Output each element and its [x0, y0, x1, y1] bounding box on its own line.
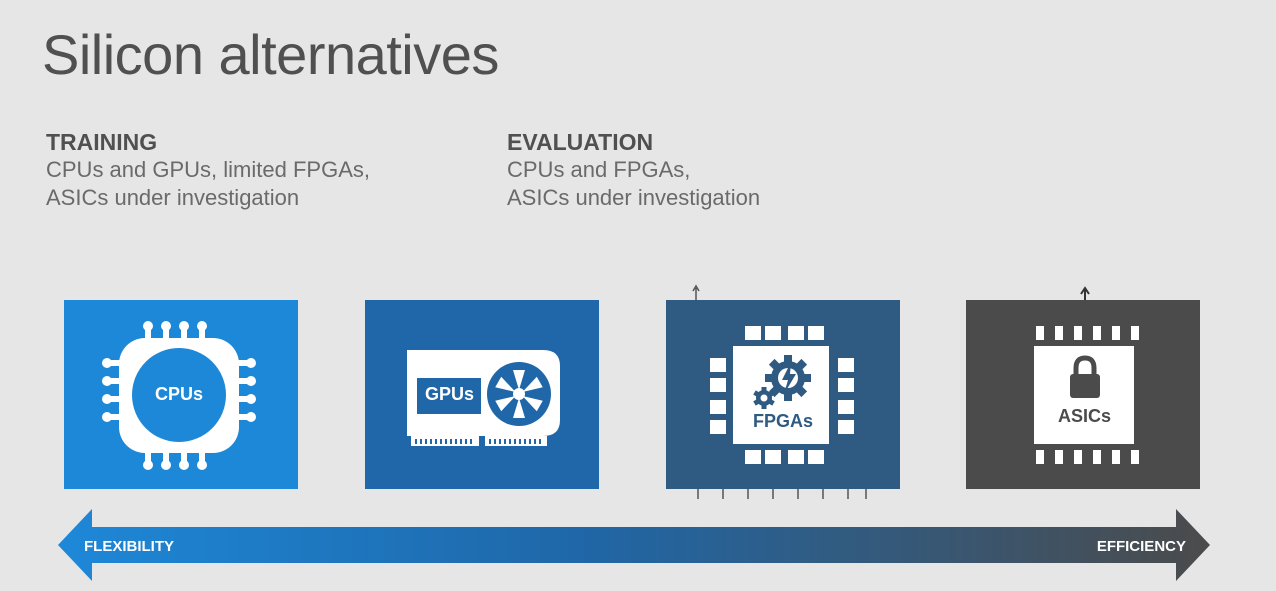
cpu-label: CPUs — [155, 384, 204, 404]
flexibility-efficiency-arrow: FLEXIBILITY EFFICIENCY — [58, 509, 1210, 581]
double-arrow-icon — [58, 509, 1210, 581]
asic-label: ASICs — [1058, 406, 1112, 426]
training-heading: TRAINING — [46, 129, 158, 155]
cpu-tile: CPUs — [64, 300, 298, 489]
training-line-1: CPUs and GPUs, limited FPGAs, — [46, 157, 370, 182]
gpu-label: GPUs — [425, 384, 475, 404]
evaluation-line-2: ASICs under investigation — [507, 185, 761, 210]
training-section: TRAINING CPUs and GPUs, limited FPGAs, A… — [46, 128, 370, 212]
lock-chip-icon — [1034, 286, 1139, 464]
evaluation-heading: EVALUATION — [507, 129, 654, 155]
slide-title: Silicon alternatives — [42, 23, 499, 86]
evaluation-line-1: CPUs and FPGAs, — [507, 157, 691, 182]
efficiency-label: EFFICIENCY — [1096, 538, 1186, 555]
graphics-card-icon — [407, 350, 560, 446]
evaluation-section: EVALUATION CPUs and FPGAs, ASICs under i… — [507, 128, 760, 212]
training-line-2: ASICs under investigation — [46, 185, 300, 210]
gear-lightning-chip-icon — [692, 284, 867, 499]
fpga-tile: FPGAs — [666, 284, 900, 499]
chip-icon — [102, 321, 256, 470]
flexibility-label: FLEXIBILITY — [84, 538, 174, 555]
fpga-label: FPGAs — [753, 411, 814, 431]
gpu-tile: GPUs — [365, 300, 599, 489]
asic-tile: ASICs — [966, 286, 1200, 489]
